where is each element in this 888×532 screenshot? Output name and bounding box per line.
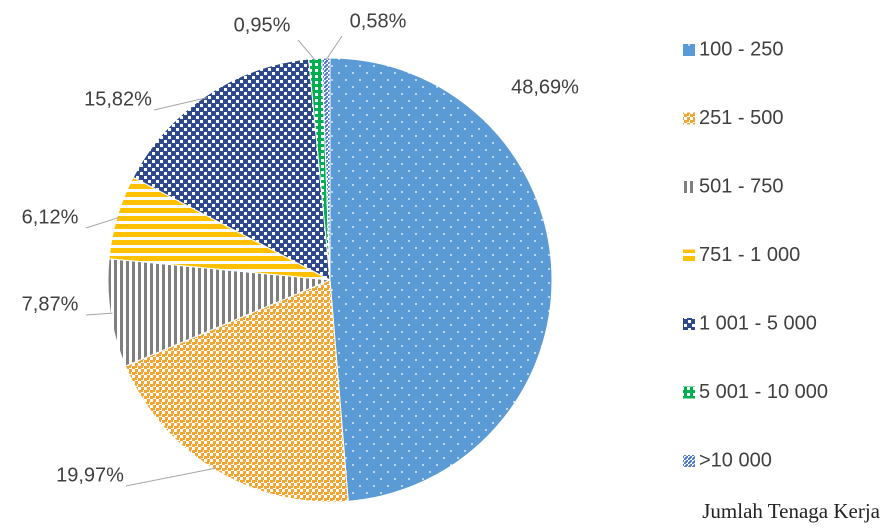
legend-swatch	[683, 455, 695, 467]
legend-title: Jumlah Tenaga Kerja	[702, 499, 880, 523]
pie-slice	[321, 57, 331, 281]
legend-label: >10 000	[699, 449, 772, 471]
legend-swatch	[683, 386, 695, 399]
legend-label: 5 001 - 10 000	[699, 381, 828, 403]
leader-line	[297, 39, 316, 61]
data-label: 0,58%	[350, 10, 407, 32]
data-label: 15,82%	[84, 88, 152, 110]
legend-swatch	[683, 249, 695, 262]
pie-slice	[132, 58, 331, 281]
leader-line	[125, 467, 217, 487]
legend-swatch	[683, 181, 695, 193]
legend-label: 251 - 500	[699, 107, 784, 129]
legend-label: 501 - 750	[699, 175, 784, 197]
pie-slice	[329, 57, 553, 502]
legend-swatch	[683, 44, 695, 56]
legend-label: 100 - 250	[699, 38, 784, 60]
data-label: 48,69%	[511, 76, 579, 98]
leader-line	[85, 312, 113, 316]
legend-swatch	[683, 318, 695, 330]
leader-line	[325, 35, 343, 61]
data-label: 19,97%	[56, 464, 124, 486]
data-label: 0,95%	[234, 14, 291, 36]
data-label: 7,87%	[22, 293, 79, 315]
leader-line	[85, 216, 120, 229]
legend-label: 1 001 - 5 000	[699, 312, 817, 334]
pie-slice	[124, 279, 349, 503]
legend-swatch	[683, 112, 695, 125]
leader-line	[153, 97, 208, 111]
data-label: 6,12%	[22, 206, 79, 228]
legend-label: 751 - 1 000	[699, 244, 800, 266]
